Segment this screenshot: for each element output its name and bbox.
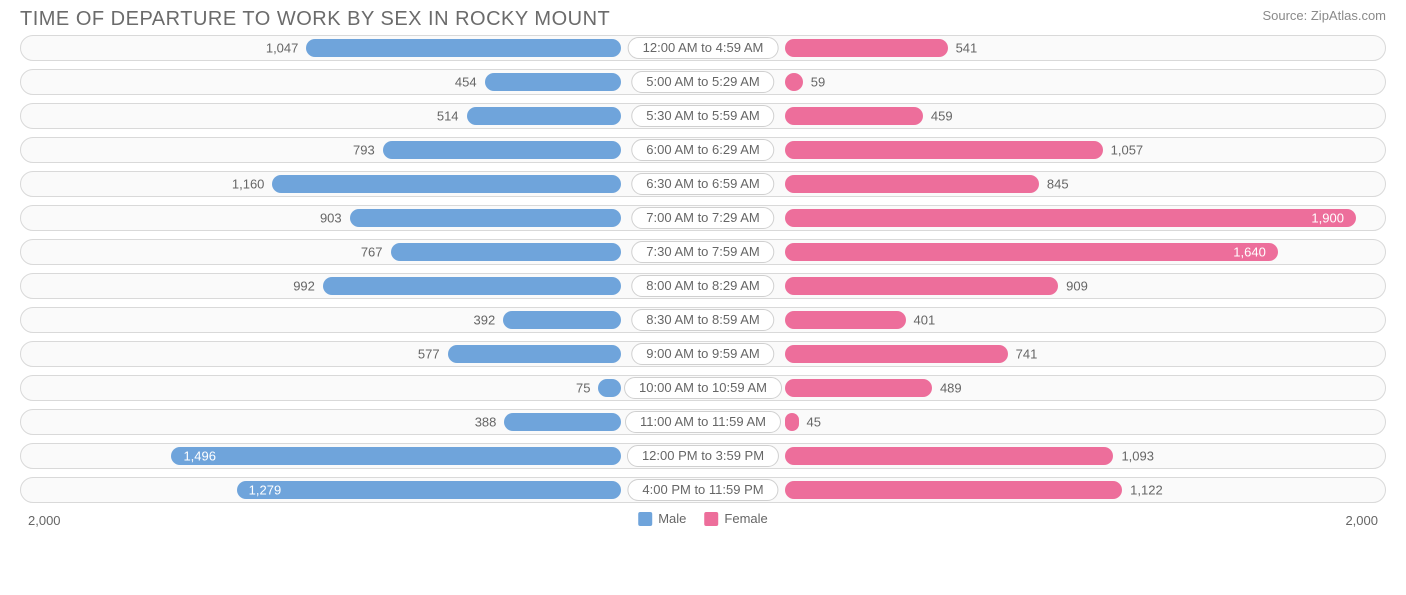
- chart-row: 454 59 5:00 AM to 5:29 AM: [20, 69, 1386, 95]
- value-male: 75: [576, 381, 590, 396]
- value-male: 454: [455, 75, 477, 90]
- axis-max-right: 2,000: [1345, 513, 1378, 528]
- chart-row: 514 459 5:30 AM to 5:59 AM: [20, 103, 1386, 129]
- value-female: 401: [914, 313, 936, 328]
- bar-female: [785, 413, 799, 431]
- value-female: 1,122: [1130, 483, 1163, 498]
- chart-row: 392 401 8:30 AM to 8:59 AM: [20, 307, 1386, 333]
- chart-source: Source: ZipAtlas.com: [1262, 8, 1386, 23]
- chart-title: TIME OF DEPARTURE TO WORK BY SEX IN ROCK…: [20, 8, 610, 31]
- chart-row: 903 1,900 7:00 AM to 7:29 AM: [20, 205, 1386, 231]
- bar-male: [237, 481, 621, 499]
- legend: Male Female: [638, 511, 768, 526]
- bar-male: [504, 413, 621, 431]
- bar-male: [272, 175, 621, 193]
- chart-footer: 2,000 Male Female 2,000: [0, 511, 1406, 539]
- row-category-label: 6:00 AM to 6:29 AM: [631, 139, 774, 161]
- bar-female: [785, 379, 932, 397]
- bar-male: [171, 447, 621, 465]
- legend-item-male: Male: [638, 511, 686, 526]
- value-female: 459: [931, 109, 953, 124]
- row-category-label: 8:00 AM to 8:29 AM: [631, 275, 774, 297]
- chart-row: 75 489 10:00 AM to 10:59 AM: [20, 375, 1386, 401]
- value-male: 1,160: [232, 177, 265, 192]
- bar-female: [785, 107, 923, 125]
- legend-label-male: Male: [658, 511, 686, 526]
- bar-male: [383, 141, 621, 159]
- row-category-label: 12:00 PM to 3:59 PM: [627, 445, 779, 467]
- row-category-label: 11:00 AM to 11:59 AM: [625, 411, 781, 433]
- value-female: 845: [1047, 177, 1069, 192]
- row-category-label: 12:00 AM to 4:59 AM: [628, 37, 779, 59]
- bar-male: [391, 243, 621, 261]
- bar-male: [503, 311, 621, 329]
- bar-female: [785, 481, 1122, 499]
- chart-row: 577 741 9:00 AM to 9:59 AM: [20, 341, 1386, 367]
- value-male: 388: [475, 415, 497, 430]
- chart-row: 1,496 1,093 12:00 PM to 3:59 PM: [20, 443, 1386, 469]
- bar-female: [785, 141, 1103, 159]
- chart-row: 1,160 845 6:30 AM to 6:59 AM: [20, 171, 1386, 197]
- bar-female: [785, 175, 1039, 193]
- bar-female: [785, 277, 1058, 295]
- row-category-label: 7:30 AM to 7:59 AM: [631, 241, 774, 263]
- bar-male: [306, 39, 621, 57]
- row-category-label: 8:30 AM to 8:59 AM: [631, 309, 774, 331]
- value-male: 577: [418, 347, 440, 362]
- bar-female: [785, 243, 1278, 261]
- legend-label-female: Female: [724, 511, 767, 526]
- chart-row: 1,279 1,122 4:00 PM to 11:59 PM: [20, 477, 1386, 503]
- chart-row: 1,047 541 12:00 AM to 4:59 AM: [20, 35, 1386, 61]
- value-female: 59: [811, 75, 825, 90]
- row-category-label: 5:00 AM to 5:29 AM: [631, 71, 774, 93]
- value-male: 1,496: [175, 449, 224, 464]
- value-female: 909: [1066, 279, 1088, 294]
- value-female: 741: [1016, 347, 1038, 362]
- bar-female: [785, 39, 948, 57]
- bar-male: [598, 379, 621, 397]
- bar-male: [485, 73, 621, 91]
- value-male: 1,047: [266, 41, 299, 56]
- legend-swatch-female: [704, 512, 718, 526]
- legend-item-female: Female: [704, 511, 767, 526]
- value-female: 1,093: [1121, 449, 1154, 464]
- value-male: 514: [437, 109, 459, 124]
- value-male: 992: [293, 279, 315, 294]
- axis-max-left: 2,000: [28, 513, 61, 528]
- chart-row: 992 909 8:00 AM to 8:29 AM: [20, 273, 1386, 299]
- row-category-label: 9:00 AM to 9:59 AM: [631, 343, 774, 365]
- value-male: 767: [361, 245, 383, 260]
- bar-male: [448, 345, 621, 363]
- row-category-label: 4:00 PM to 11:59 PM: [627, 479, 778, 501]
- bar-female: [785, 311, 906, 329]
- chart-row: 388 45 11:00 AM to 11:59 AM: [20, 409, 1386, 435]
- legend-swatch-male: [638, 512, 652, 526]
- value-female: 489: [940, 381, 962, 396]
- value-female: 1,640: [1225, 245, 1274, 260]
- bar-male: [467, 107, 621, 125]
- value-female: 1,057: [1111, 143, 1144, 158]
- row-category-label: 10:00 AM to 10:59 AM: [624, 377, 782, 399]
- bar-male: [350, 209, 621, 227]
- value-female: 541: [956, 41, 978, 56]
- value-male: 793: [353, 143, 375, 158]
- value-female: 1,900: [1303, 211, 1352, 226]
- value-male: 903: [320, 211, 342, 226]
- chart-area: 1,04754112:00 AM to 4:59 AM454595:00 AM …: [0, 35, 1406, 503]
- row-category-label: 6:30 AM to 6:59 AM: [631, 173, 774, 195]
- value-male: 1,279: [241, 483, 290, 498]
- value-female: 45: [807, 415, 821, 430]
- bar-male: [323, 277, 621, 295]
- bar-female: [785, 209, 1356, 227]
- bar-female: [785, 345, 1008, 363]
- row-category-label: 7:00 AM to 7:29 AM: [631, 207, 774, 229]
- row-category-label: 5:30 AM to 5:59 AM: [631, 105, 774, 127]
- bar-female: [785, 447, 1113, 465]
- chart-row: 793 1,057 6:00 AM to 6:29 AM: [20, 137, 1386, 163]
- bar-female: [785, 73, 803, 91]
- chart-row: 767 1,640 7:30 AM to 7:59 AM: [20, 239, 1386, 265]
- value-male: 392: [474, 313, 496, 328]
- chart-header: TIME OF DEPARTURE TO WORK BY SEX IN ROCK…: [0, 0, 1406, 35]
